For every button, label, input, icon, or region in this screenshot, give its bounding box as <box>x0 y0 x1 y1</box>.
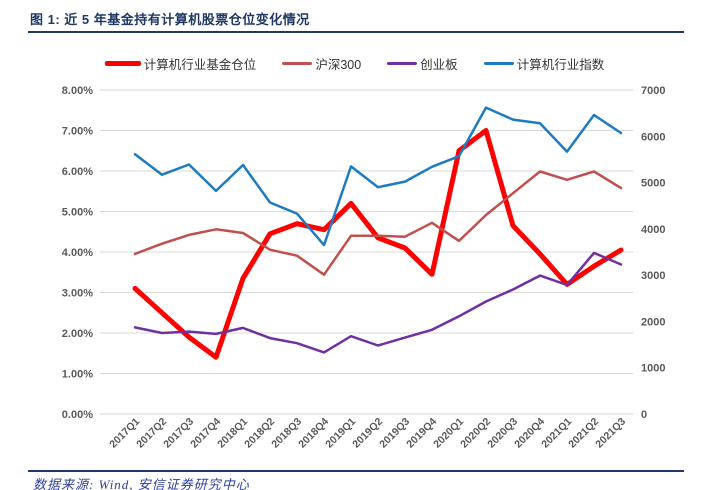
legend-label: 创业板 <box>420 58 458 72</box>
series-line-3 <box>133 106 623 247</box>
left-axis-tick-label: 1.00% <box>62 369 93 381</box>
right-axis-tick-label: 5000 <box>641 178 665 190</box>
right-axis-tick-label: 2000 <box>641 316 665 328</box>
figure-title: 图 1: 近 5 年基金持有计算机股票仓位变化情况 <box>30 12 310 27</box>
legend-line-swatch <box>483 62 514 65</box>
legend-line-swatch <box>387 62 418 65</box>
series-line-1 <box>133 170 623 276</box>
left-axis-tick-label: 7.00% <box>62 126 93 138</box>
source-divider-line <box>28 470 684 472</box>
right-axis-tick-label: 1000 <box>641 363 665 375</box>
right-axis-tick-label: 6000 <box>641 131 665 143</box>
data-source-note: 数据来源: Wind, 安信证券研究中心 <box>33 477 250 490</box>
left-axis-tick-label: 3.00% <box>62 288 93 300</box>
left-axis-tick-label: 0.00% <box>62 409 93 421</box>
left-axis-tick-label: 5.00% <box>62 207 93 219</box>
legend-line-swatch <box>104 61 141 66</box>
left-axis-tick-label: 4.00% <box>62 247 93 259</box>
legend-item-3: 计算机行业指数 <box>483 54 605 73</box>
title-divider-line <box>28 31 684 33</box>
chart-legend: 计算机行业基金仓位 沪深300 创业板 计算机行业指数 <box>0 54 709 73</box>
right-axis-tick-label: 4000 <box>641 224 665 236</box>
right-axis-tick-label: 3000 <box>641 270 665 282</box>
legend-label: 沪深300 <box>315 58 362 72</box>
legend-label: 计算机行业基金仓位 <box>143 58 257 72</box>
left-axis-tick-label: 6.00% <box>62 166 93 178</box>
right-axis-tick-label: 0 <box>641 409 647 421</box>
left-axis-tick-label: 8.00% <box>62 85 93 97</box>
legend-item-1: 沪深300 <box>282 54 361 73</box>
legend-item-2: 创业板 <box>387 54 458 73</box>
series-line-0 <box>132 128 624 360</box>
series-line-2 <box>133 251 623 354</box>
right-axis-tick-label: 7000 <box>641 85 665 97</box>
x-axis-tick-label: 2021Q3 <box>593 416 628 451</box>
legend-item-0: 计算机行业基金仓位 <box>104 54 257 73</box>
left-axis-tick-label: 2.00% <box>62 328 93 340</box>
legend-label: 计算机行业指数 <box>516 58 605 72</box>
legend-line-swatch <box>282 62 313 65</box>
